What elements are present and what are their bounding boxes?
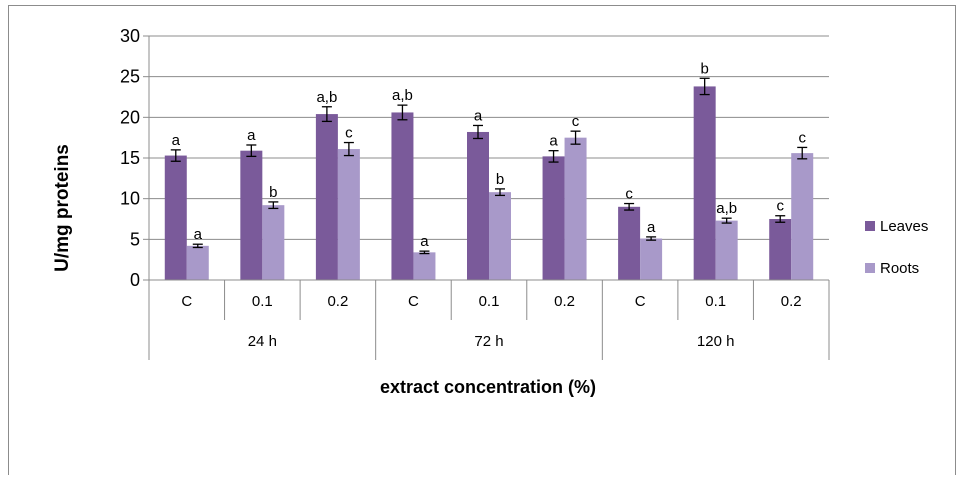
chart-frame (8, 5, 956, 475)
x-group-label: 72 h (474, 333, 503, 350)
significance-label: a (549, 133, 558, 150)
significance-label: b (496, 171, 504, 188)
bar-leaves (618, 206, 641, 280)
y-tick-label: 25 (120, 67, 140, 87)
significance-label: c (345, 125, 353, 142)
legend-label-leaves: Leaves (880, 218, 928, 235)
error-bar (170, 149, 181, 162)
y-tick-label: 10 (120, 189, 140, 209)
bar-roots (186, 245, 209, 280)
legend: Leaves Roots (865, 218, 928, 277)
bar-leaves (164, 155, 187, 280)
error-bar (321, 106, 332, 123)
bar-roots (564, 137, 587, 280)
significance-label: a (172, 132, 181, 149)
significance-label: a (420, 233, 429, 250)
significance-label: a (194, 226, 203, 243)
x-tick-label: 0.1 (252, 293, 273, 310)
bar-roots (262, 205, 285, 280)
x-group-label: 24 h (248, 333, 277, 350)
x-axis-label: extract concentration (%) (380, 377, 596, 397)
bar-leaves (315, 114, 338, 280)
error-bar (797, 146, 808, 160)
bar-leaves (391, 112, 414, 280)
error-bar (699, 77, 710, 96)
bar-leaves (542, 156, 565, 280)
x-tick-label: 0.2 (554, 293, 575, 310)
error-bar (624, 202, 635, 211)
x-tick-label: 0.1 (479, 293, 500, 310)
bar-roots (489, 192, 511, 280)
x-tick-label: C (181, 293, 192, 310)
error-bar (570, 130, 581, 145)
significance-label: c (776, 198, 784, 215)
significance-label: c (572, 113, 580, 130)
bar-leaves (693, 86, 716, 280)
bar-roots (791, 153, 814, 280)
x-tick-label: 0.1 (705, 293, 726, 310)
significance-label: c (798, 129, 806, 146)
y-axis-label: U/mg proteins (52, 144, 73, 272)
error-bar (268, 201, 279, 210)
bar-leaves (769, 219, 792, 280)
significance-label: a (474, 107, 483, 124)
significance-label: a,b (392, 87, 413, 104)
significance-label: a,b (316, 89, 337, 106)
x-tick-label: 0.2 (327, 293, 348, 310)
y-tick-label: 0 (130, 270, 140, 290)
bar-roots (640, 238, 663, 280)
error-bar (775, 215, 786, 223)
y-tick-label: 20 (120, 107, 140, 127)
error-bar (473, 124, 483, 140)
bar-roots (413, 252, 436, 280)
y-tick-label: 5 (130, 229, 140, 249)
error-bar (548, 150, 559, 163)
y-tick-label: 15 (120, 148, 140, 168)
bar-leaves (240, 150, 263, 280)
error-bar (721, 217, 732, 224)
x-group-label: 120 h (697, 333, 735, 350)
error-bar (495, 188, 505, 197)
y-tick-label: 30 (120, 26, 140, 46)
significance-label: a (647, 219, 656, 236)
significance-label: a,b (716, 200, 737, 217)
bar-roots (715, 220, 738, 280)
bar-roots (337, 149, 360, 280)
x-tick-label: C (635, 293, 646, 310)
significance-label: c (625, 186, 633, 203)
x-tick-label: C (408, 293, 419, 310)
bar-leaves (467, 131, 489, 280)
x-tick-label: 0.2 (781, 293, 802, 310)
legend-label-roots: Roots (880, 260, 919, 277)
legend-swatch-roots (865, 263, 875, 273)
error-bar (343, 141, 354, 157)
error-bar (397, 104, 408, 121)
error-bar (646, 236, 657, 241)
significance-label: b (269, 184, 277, 201)
error-bar (419, 250, 430, 255)
legend-swatch-leaves (865, 221, 875, 231)
axes: 0 5 10 15 20 25 30 C 0.1 0.2 C 0.1 0.2 C 0.1 0.2 24 h 72 … (120, 26, 830, 360)
error-bar (192, 243, 203, 249)
significance-label: a (247, 127, 256, 144)
error-bar (246, 144, 257, 158)
significance-label: b (700, 60, 708, 77)
